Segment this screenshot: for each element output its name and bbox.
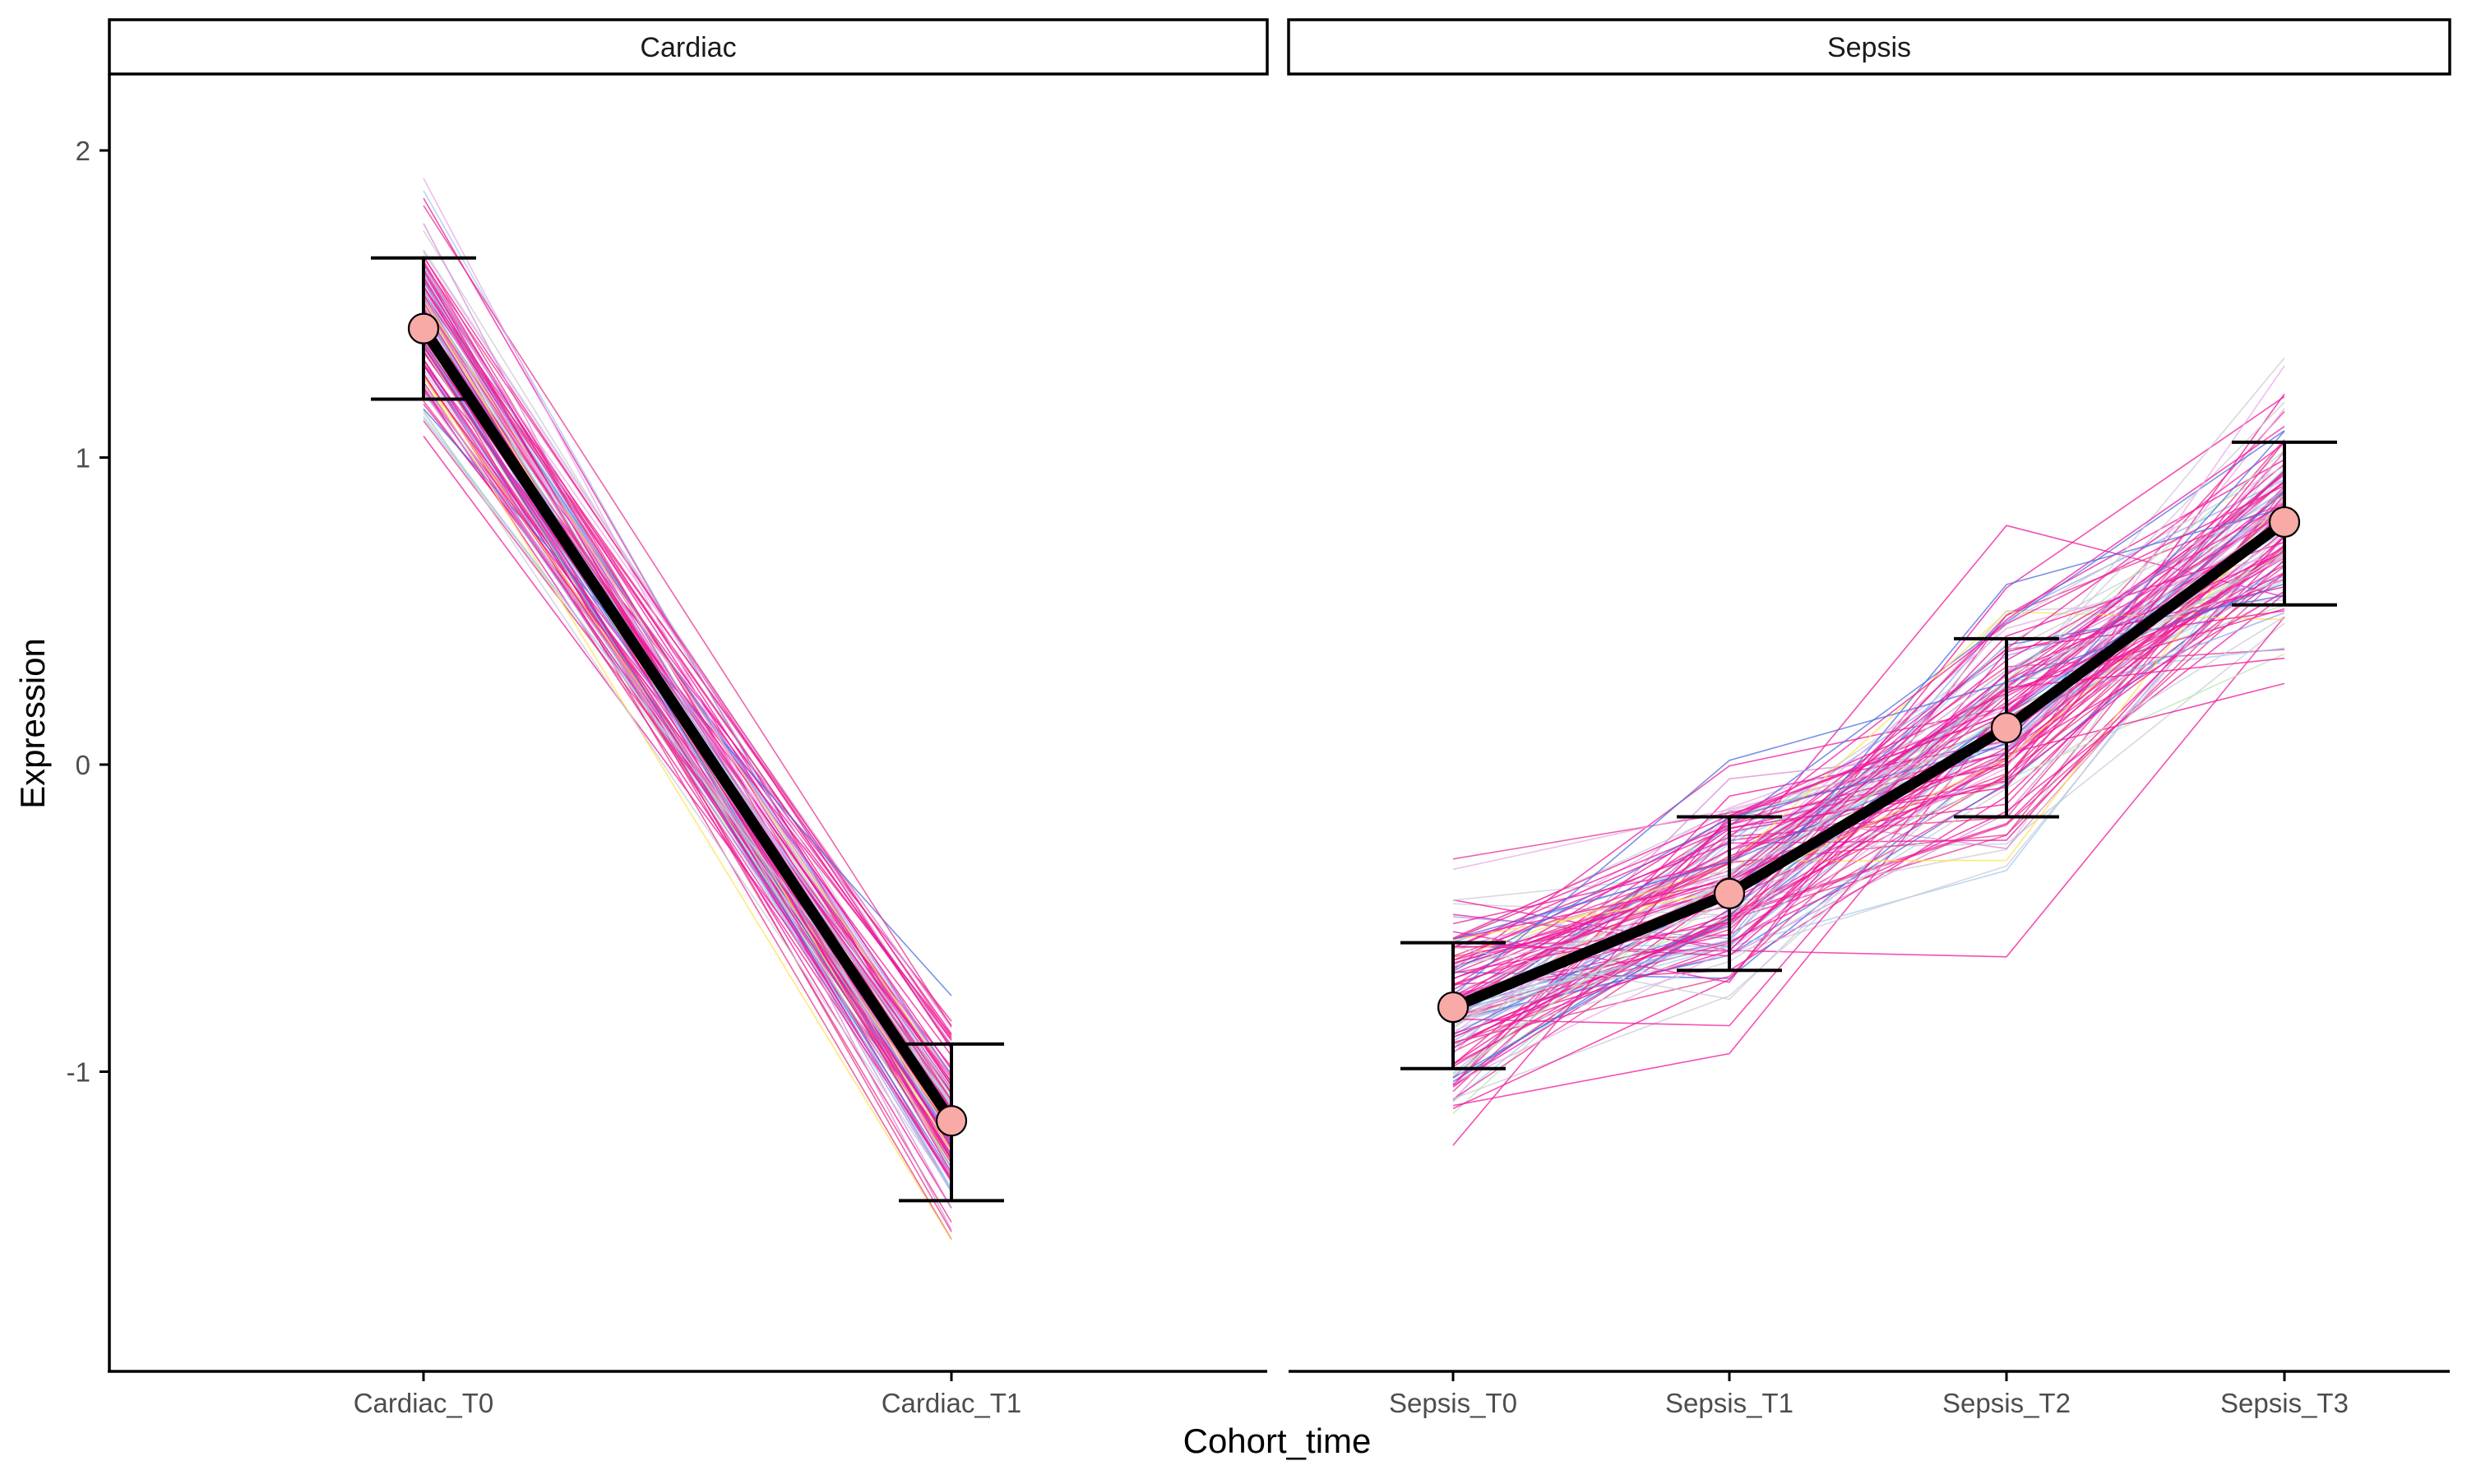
individual-line [1452, 450, 2285, 1024]
individual-line [1452, 616, 2285, 1045]
mean-point [2268, 506, 2301, 539]
individual-line [1452, 611, 2285, 960]
strip-label-sepsis: Sepsis [1827, 32, 1911, 63]
mean-point [1437, 991, 1470, 1024]
mean-point [1990, 712, 2023, 744]
x-ticks-cardiac: Cardiac_T0 Cardiac_T1 [354, 1371, 1022, 1418]
mean-line [1451, 517, 2288, 1013]
individual-line [1452, 585, 2285, 1110]
individual-line [1452, 509, 2285, 1049]
individual-line [1452, 470, 2285, 1043]
individual-line [423, 363, 952, 1036]
y-tick-label: 2 [76, 136, 90, 166]
individual-line [1452, 549, 2285, 1001]
individual-lines-cardiac [423, 178, 952, 1241]
x-tick-label: Cardiac_T0 [354, 1388, 494, 1418]
individual-line [1452, 430, 2285, 940]
panel-sepsis: Sepsis Sepsis_T0 Sepsis_T1 Sepsis_T2 Sepsis… [1287, 18, 2451, 1418]
individual-line [1452, 622, 2285, 1079]
individual-line [423, 178, 952, 1175]
strip-cardiac [108, 18, 1269, 76]
individual-line [423, 409, 952, 1190]
x-tick-label: Sepsis_T1 [1665, 1388, 1794, 1418]
mean-point [935, 1105, 968, 1137]
y-tick-label: 1 [76, 443, 90, 474]
individual-line [423, 342, 952, 1240]
individual-line [1452, 484, 2285, 962]
individual-line [423, 249, 952, 1048]
x-tick-label: Sepsis_T0 [1389, 1388, 1517, 1418]
individual-line [1452, 604, 2285, 1114]
individual-line [1452, 579, 2285, 1078]
summary-sepsis [1400, 440, 2337, 1070]
x-tick-label: Cardiac_T1 [882, 1388, 1022, 1418]
individual-line [423, 298, 952, 1075]
individual-line [1452, 451, 2285, 1084]
individual-line [1452, 474, 2285, 980]
mean-point [407, 312, 440, 344]
individual-line [423, 205, 952, 1027]
strip-label-cardiac: Cardiac [640, 32, 736, 63]
x-ticks-sepsis: Sepsis_T0 Sepsis_T1 Sepsis_T2 Sepsis_T3 [1389, 1371, 2349, 1418]
individual-line [1452, 558, 2285, 974]
individual-line [1452, 480, 2285, 939]
individual-line [423, 279, 952, 1029]
individual-line [423, 385, 952, 1126]
individual-line [1452, 393, 2285, 1004]
individual-line [1452, 507, 2285, 1079]
individual-line [1452, 578, 2285, 1146]
individual-lines-sepsis [1452, 357, 2285, 1146]
x-axis-title: Cohort_time [1183, 1422, 1372, 1460]
individual-line [1452, 430, 2285, 1022]
individual-line [1452, 572, 2285, 1053]
individual-line [1452, 552, 2285, 1067]
strip-sepsis [1287, 18, 2451, 76]
x-tick-label: Sepsis_T2 [1942, 1388, 2071, 1418]
individual-line [1452, 616, 2285, 958]
individual-line [1452, 525, 2285, 1012]
individual-line [423, 291, 952, 1191]
y-tick-label: 0 [76, 750, 90, 780]
individual-line [1452, 410, 2285, 1045]
mean-line [419, 325, 956, 1124]
individual-line [1452, 552, 2285, 1075]
y-ticks: -1 0 1 2 [67, 136, 109, 1088]
mean-point [1713, 877, 1746, 909]
y-axis-title: Expression [13, 638, 52, 809]
individual-line [423, 304, 952, 1079]
individual-line [423, 263, 952, 1038]
summary-cardiac [371, 256, 1004, 1203]
individual-line [1452, 657, 2285, 1034]
individual-line [1452, 583, 2285, 996]
x-tick-label: Sepsis_T3 [2220, 1388, 2349, 1418]
panel-cardiac: Cardiac Cardiac_T0 Cardiac_T1 [108, 18, 1269, 1418]
individual-line [423, 375, 952, 1241]
individual-line [1452, 546, 2285, 941]
y-tick-label: -1 [67, 1057, 90, 1088]
individual-line [1452, 490, 2285, 973]
